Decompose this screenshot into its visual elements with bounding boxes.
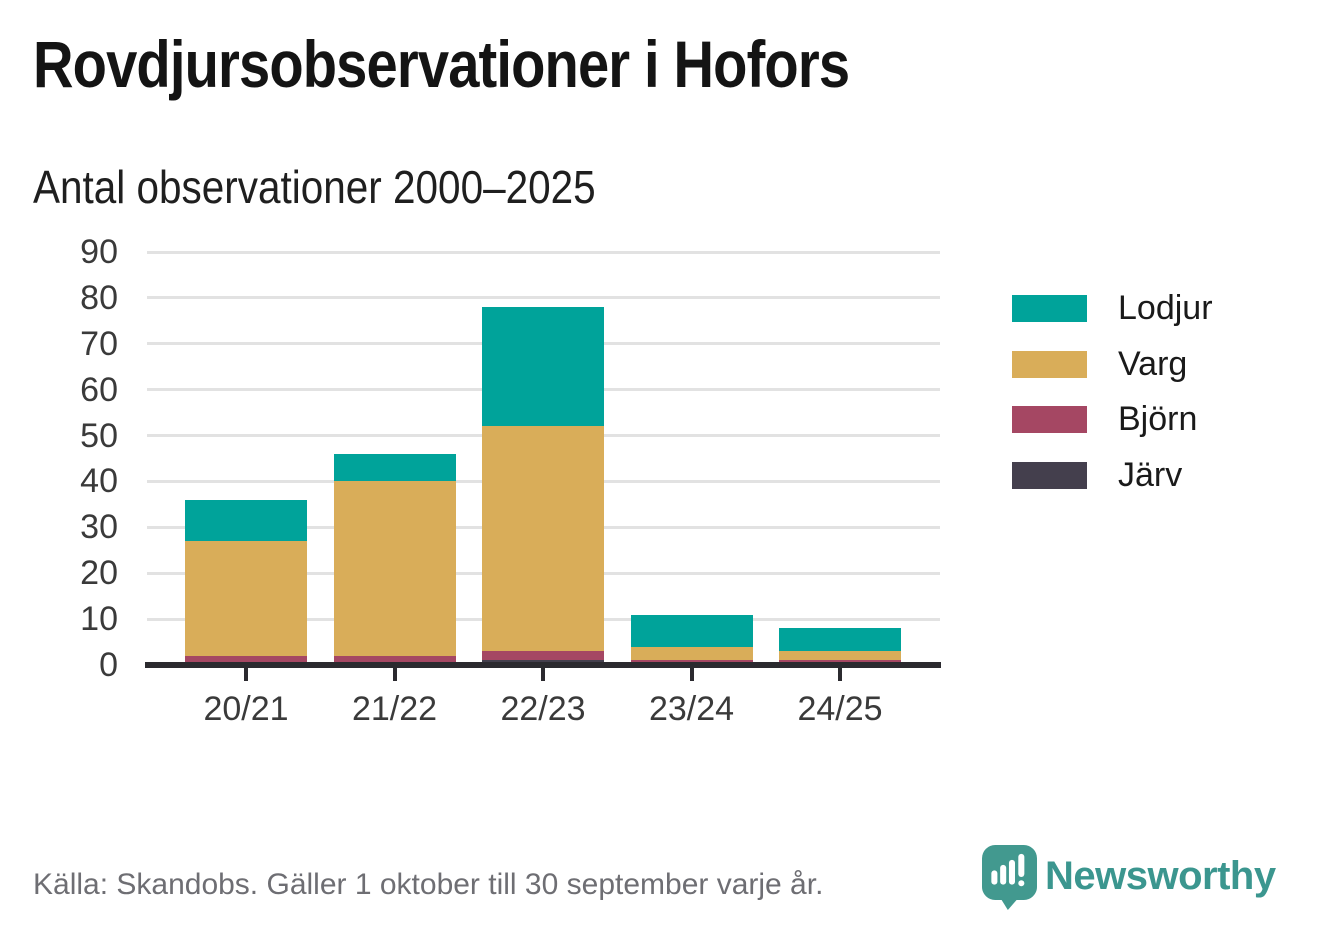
- newsworthy-logo-text: Newsworthy: [1045, 854, 1276, 898]
- bar-segment-21-22-lodjur: [333, 453, 456, 482]
- legend-swatch-björn: [1012, 406, 1087, 433]
- x-axis-tick: [244, 668, 248, 681]
- legend-item-varg: Varg: [1012, 345, 1213, 383]
- bar-segment-24-25-lodjur: [779, 628, 901, 652]
- x-axis-tick: [689, 668, 694, 681]
- bar-segment-23-24-varg: [630, 646, 753, 661]
- bar-segment-21-22-varg: [333, 481, 456, 656]
- bar-segment-20-21-lodjur: [185, 499, 307, 542]
- y-axis-tick-label: 30: [80, 508, 118, 547]
- bar-segment-23-24-lodjur: [630, 614, 753, 647]
- y-axis-tick-label: 80: [80, 278, 118, 317]
- legend-swatch-varg: [1012, 350, 1087, 378]
- legend-swatch-lodjur: [1012, 295, 1087, 322]
- y-gridline: [147, 250, 940, 254]
- legend-swatch-järv: [1012, 461, 1087, 489]
- y-axis-tick-label: 20: [80, 554, 118, 593]
- y-gridline: [147, 296, 940, 300]
- bar-segment-20-21-varg: [185, 541, 307, 656]
- source-note: Källa: Skandobs. Gäller 1 oktober till 3…: [33, 868, 824, 901]
- y-axis-tick-label: 40: [80, 462, 118, 501]
- chart-title: Rovdjursobservationer i Hofors: [33, 27, 850, 101]
- legend-label-lodjur: Lodjur: [1118, 289, 1213, 327]
- y-axis-tick-label: 0: [99, 646, 118, 684]
- chart-subtitle: Antal observationer 2000–2025: [33, 161, 596, 213]
- y-axis-tick-label: 10: [80, 600, 118, 639]
- x-axis-line: [145, 662, 941, 668]
- x-axis-tick-label: 21/22: [351, 690, 438, 728]
- y-axis-tick-label: 70: [80, 324, 118, 363]
- legend-item-järv: Järv: [1012, 456, 1213, 494]
- y-axis-tick-label: 90: [80, 233, 118, 271]
- bar-segment-22-23-varg: [482, 426, 604, 652]
- bar-segment-22-23-lodjur: [482, 307, 604, 427]
- bar-segment-20-21-björn: [185, 655, 307, 665]
- x-axis-tick: [392, 668, 397, 681]
- legend-label-järv: Järv: [1118, 455, 1183, 494]
- x-axis-tick: [838, 668, 842, 681]
- legend-label-varg: Varg: [1118, 344, 1188, 383]
- legend-item-lodjur: Lodjur: [1012, 289, 1213, 327]
- x-axis-tick: [541, 668, 545, 681]
- newsworthy-logo-icon: [982, 845, 1037, 915]
- y-axis-tick-label: 50: [80, 416, 118, 455]
- legend: Lodjur Varg Björn Järv: [1012, 289, 1213, 517]
- bar-segment-22-23-björn: [482, 651, 604, 661]
- legend-label-björn: Björn: [1118, 400, 1198, 438]
- legend-item-björn: Björn: [1012, 400, 1213, 438]
- x-axis-tick-label: 24/25: [797, 690, 883, 728]
- bar-segment-21-22-björn: [333, 655, 456, 665]
- x-axis-tick-label: 23/24: [648, 690, 735, 728]
- bar-segment-24-25-varg: [779, 651, 901, 661]
- x-axis-tick-label: 20/21: [203, 690, 289, 728]
- x-axis-tick-label: 22/23: [500, 690, 586, 728]
- y-axis-tick-label: 60: [80, 370, 118, 409]
